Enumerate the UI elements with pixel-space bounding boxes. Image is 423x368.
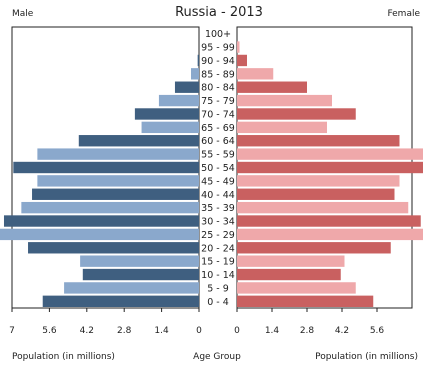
age-group-label: 20 - 24	[201, 243, 235, 254]
right-tick-label: 2.8	[300, 326, 315, 336]
age-group-label: 100+	[205, 29, 231, 40]
male-label: Male	[12, 9, 34, 19]
male-bar	[158, 94, 199, 107]
female-bar	[237, 161, 423, 174]
left-tick-label: 0	[196, 326, 202, 336]
age-group-label: 95 - 99	[201, 43, 235, 54]
left-axis-label: Population (in millions)	[12, 352, 115, 362]
age-group-labels: 100+ 95 - 99 90 - 94 85 - 89 80 - 84 75 - 79 7…	[201, 29, 235, 308]
male-bar	[141, 121, 199, 134]
male-bar	[82, 268, 199, 281]
right-axis-ticks: 0 1.4 2.8 4.2 5.6	[234, 308, 384, 336]
female-bar	[237, 41, 240, 53]
female-bars	[237, 41, 423, 307]
chart-title: Russia - 2013	[175, 5, 263, 20]
female-bar	[237, 188, 395, 200]
right-tick-label: 5.6	[370, 326, 385, 336]
age-group-label: 35 - 39	[201, 203, 235, 214]
female-bar	[237, 135, 400, 147]
female-bar	[237, 228, 423, 241]
left-axis-ticks: 7 5.6 4.2 2.8 1.4 0	[9, 308, 202, 336]
male-bar	[28, 242, 200, 254]
age-group-label: 55 - 59	[201, 150, 235, 161]
female-bar	[237, 108, 356, 120]
female-bar	[237, 201, 409, 214]
male-bar	[32, 188, 200, 200]
female-bar	[237, 282, 356, 294]
center-axis-label: Age Group	[193, 352, 241, 362]
left-tick-label: 4.2	[80, 326, 94, 336]
age-group-label: 50 - 54	[201, 163, 235, 174]
female-bar	[237, 94, 332, 107]
right-tick-label: 0	[234, 326, 240, 336]
female-bar	[237, 295, 374, 307]
male-bar	[80, 255, 199, 267]
age-group-label: 30 - 34	[201, 217, 235, 228]
left-tick-label: 7	[9, 326, 15, 336]
left-tick-label: 2.8	[117, 326, 132, 336]
male-bar	[37, 175, 199, 187]
male-bar	[37, 148, 199, 160]
male-bar	[190, 68, 199, 80]
female-bar	[237, 121, 327, 134]
male-bar	[21, 201, 199, 214]
male-bar	[134, 108, 199, 120]
age-group-label: 60 - 64	[201, 136, 235, 147]
male-bar	[42, 295, 199, 307]
male-bar	[197, 54, 199, 67]
male-bars	[0, 54, 200, 307]
right-axis-label: Population (in millions)	[315, 352, 418, 362]
age-group-label: 80 - 84	[201, 83, 235, 94]
female-bar	[237, 242, 391, 254]
age-group-label: 5 - 9	[207, 283, 229, 294]
right-tick-label: 1.4	[265, 326, 280, 336]
male-bar	[174, 81, 199, 93]
age-group-label: 25 - 29	[201, 230, 235, 241]
female-bar	[237, 175, 400, 187]
male-bar	[3, 215, 199, 227]
age-group-label: 65 - 69	[201, 123, 235, 134]
age-group-label: 90 - 94	[201, 56, 235, 67]
age-group-label: 85 - 89	[201, 69, 235, 80]
age-group-label: 40 - 44	[201, 190, 235, 201]
male-bar	[13, 161, 200, 174]
left-tick-label: 5.6	[42, 326, 57, 336]
female-bar	[237, 268, 341, 281]
age-group-label: 10 - 14	[201, 270, 235, 281]
age-group-label: 70 - 74	[201, 109, 235, 120]
female-bar	[237, 148, 423, 160]
male-bar	[64, 282, 199, 294]
female-label: Female	[387, 9, 420, 19]
age-group-label: 0 - 4	[207, 297, 229, 308]
female-bar	[237, 215, 421, 227]
age-group-label: 15 - 19	[201, 257, 235, 268]
female-bar	[237, 68, 274, 80]
female-bar	[237, 81, 307, 93]
right-tick-label: 4.2	[335, 326, 349, 336]
age-group-label: 45 - 49	[201, 176, 235, 187]
female-bar	[237, 54, 247, 67]
male-bar	[78, 135, 199, 147]
age-group-label: 75 - 79	[201, 96, 235, 107]
male-bar	[0, 228, 200, 241]
left-tick-label: 1.4	[154, 326, 169, 336]
female-bar	[237, 255, 345, 267]
